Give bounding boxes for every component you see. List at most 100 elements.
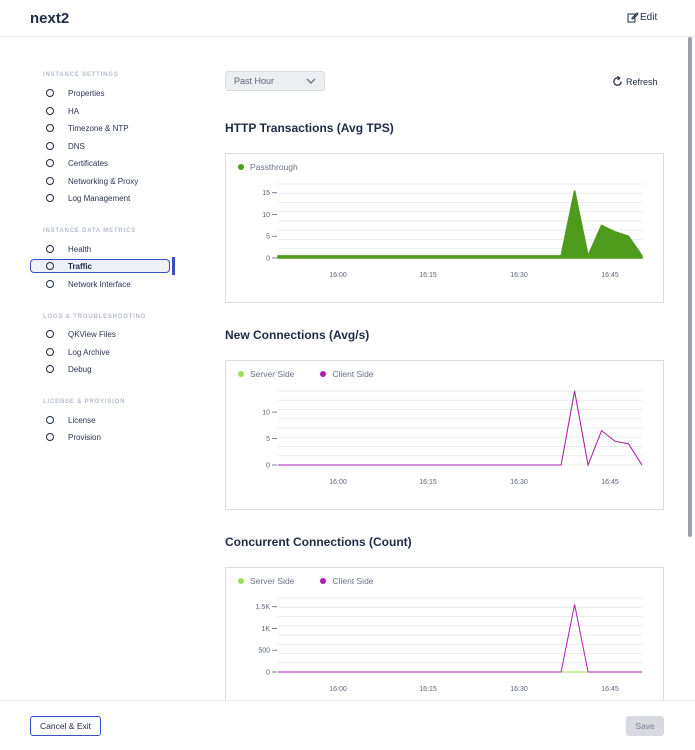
legend-server-side[interactable]: Server Side (238, 369, 294, 379)
cancel-exit-button[interactable]: Cancel & Exit (30, 716, 101, 736)
x-tick-label: 16:45 (601, 272, 619, 279)
y-tick-label: 0 (266, 463, 270, 470)
x-tick-label: 16:30 (510, 479, 528, 486)
radio-icon (46, 262, 54, 270)
footer: Cancel & Exit Save (0, 700, 695, 750)
x-tick-label: 16:15 (419, 272, 437, 279)
legend-client-side[interactable]: Client Side (320, 369, 374, 379)
radio-icon (46, 348, 54, 356)
legend-label: Server Side (250, 576, 295, 586)
sidebar-item-label: DNS (68, 141, 85, 151)
chart-new-connections: Server Side Client Side 0 5 10 16:00 16:15 16… (225, 360, 664, 510)
edit-icon (627, 12, 639, 23)
radio-icon (46, 124, 54, 132)
section-title-logs: LOGS & TROUBLESHOOTING (43, 314, 147, 320)
series-area-passthrough (277, 190, 643, 259)
y-tick-label: 500 (258, 648, 270, 655)
chart-title-concurrent: Concurrent Connections (Count) (225, 535, 412, 549)
sidebar-item-certificates[interactable]: Certificates (40, 156, 108, 170)
radio-icon (46, 433, 54, 441)
series-line-client-side (278, 604, 642, 673)
time-range-value: Past Hour (234, 76, 275, 86)
legend-label: Client Side (332, 369, 374, 379)
refresh-icon (613, 76, 622, 86)
sidebar-item-timezone[interactable]: Timezone & NTP (40, 121, 129, 135)
sidebar-item-label: Health (68, 244, 92, 254)
sidebar-item-properties[interactable]: Properties (40, 86, 104, 100)
sidebar-item-network-interface[interactable]: Network Interface (40, 277, 131, 291)
y-tick-label: 5 (266, 234, 270, 241)
page-title: next2 (30, 10, 70, 27)
sidebar-item-debug[interactable]: Debug (40, 362, 92, 376)
legend-label: Passthrough (250, 162, 298, 172)
y-tick-label: 0 (266, 670, 270, 677)
edit-label: Edit (640, 11, 658, 23)
sidebar-item-label: Log Management (68, 193, 131, 203)
sidebar-item-label: Networking & Proxy (68, 176, 139, 186)
sidebar-item-provision[interactable]: Provision (40, 430, 101, 444)
radio-icon (46, 159, 54, 167)
edit-button[interactable]: Edit (627, 11, 657, 23)
legend-server-side[interactable]: Server Side (238, 576, 294, 586)
y-tick-label: 1K (261, 626, 270, 633)
legend-dot-icon (320, 371, 327, 377)
sidebar-item-label: Provision (68, 432, 101, 442)
sidebar-item-label: QKView Files (68, 329, 116, 339)
chevron-down-icon (306, 78, 316, 84)
x-tick-label: 16:15 (419, 479, 437, 486)
chart-concurrent-connections: Server Side Client Side 0 500 1K 1.5K 16:00 1… (225, 567, 664, 700)
radio-icon (46, 194, 54, 202)
sidebar-item-log-archive[interactable]: Log Archive (40, 345, 110, 359)
sidebar-item-ha[interactable]: HA (40, 104, 79, 118)
section-title-instance-data-metrics: INSTANCE DATA METRICS (43, 228, 136, 234)
time-range-select[interactable]: Past Hour (225, 71, 325, 91)
radio-icon (46, 107, 54, 115)
radio-icon (46, 280, 54, 288)
sidebar-item-dns[interactable]: DNS (40, 139, 85, 153)
x-tick-label: 16:15 (419, 686, 437, 693)
x-tick-label: 16:30 (510, 272, 528, 279)
legend-client-side[interactable]: Client Side (320, 576, 374, 586)
legend-dot-icon (238, 371, 244, 377)
chart-svg-http: 0 5 10 15 16:00 16:15 16:30 16:45 (262, 183, 643, 279)
sidebar-item-label: HA (68, 106, 80, 116)
sidebar-item-traffic[interactable]: Traffic (30, 259, 170, 273)
y-tick-label: 0 (266, 256, 270, 263)
y-tick-label: 10 (262, 212, 270, 219)
scrollbar[interactable] (688, 37, 692, 537)
refresh-button[interactable]: Refresh (612, 76, 658, 87)
x-tick-label: 16:45 (601, 686, 619, 693)
radio-icon (46, 142, 54, 150)
x-tick-label: 16:00 (329, 272, 347, 279)
sidebar-item-label: Traffic (68, 261, 93, 271)
legend-dot-icon (238, 578, 244, 584)
sidebar-item-health[interactable]: Health (40, 242, 91, 256)
chart-svg-new-connections: 0 5 10 16:00 16:15 16:30 16:45 (262, 390, 643, 486)
y-tick-label: 10 (262, 410, 270, 417)
legend-passthrough[interactable]: Passthrough (238, 162, 298, 172)
legend-dot-icon (238, 164, 244, 170)
sidebar-item-license[interactable]: License (40, 413, 96, 427)
active-indicator (172, 257, 175, 275)
radio-icon (46, 177, 54, 185)
sidebar-item-label: License (68, 415, 96, 425)
sidebar-item-networking[interactable]: Networking & Proxy (40, 174, 138, 188)
main-content: Past Hour Refresh HTTP Transactions (Avg… (190, 37, 695, 700)
y-tick-label: 15 (262, 190, 270, 197)
radio-icon (46, 416, 54, 424)
y-tick-label: 5 (266, 436, 270, 443)
sidebar-item-log-management[interactable]: Log Management (40, 191, 130, 205)
chart-svg-concurrent: 0 500 1K 1.5K 16:00 16:15 16:30 16:45 (256, 597, 642, 693)
radio-icon (46, 365, 54, 373)
radio-icon (46, 245, 54, 253)
chart-http-transactions: Passthrough 0 5 10 15 16:00 16:15 16:30 16:45 (225, 153, 664, 303)
sidebar-item-label: Network Interface (68, 279, 131, 289)
save-button[interactable]: Save (626, 716, 664, 736)
x-tick-label: 16:45 (601, 479, 619, 486)
legend-label: Server Side (250, 369, 295, 379)
sidebar-item-label: Timezone & NTP (68, 123, 129, 133)
y-tick-label: 1.5K (256, 604, 271, 611)
refresh-label: Refresh (626, 76, 658, 87)
sidebar-item-label: Debug (68, 364, 92, 374)
sidebar-item-qkview[interactable]: QKView Files (40, 327, 116, 341)
